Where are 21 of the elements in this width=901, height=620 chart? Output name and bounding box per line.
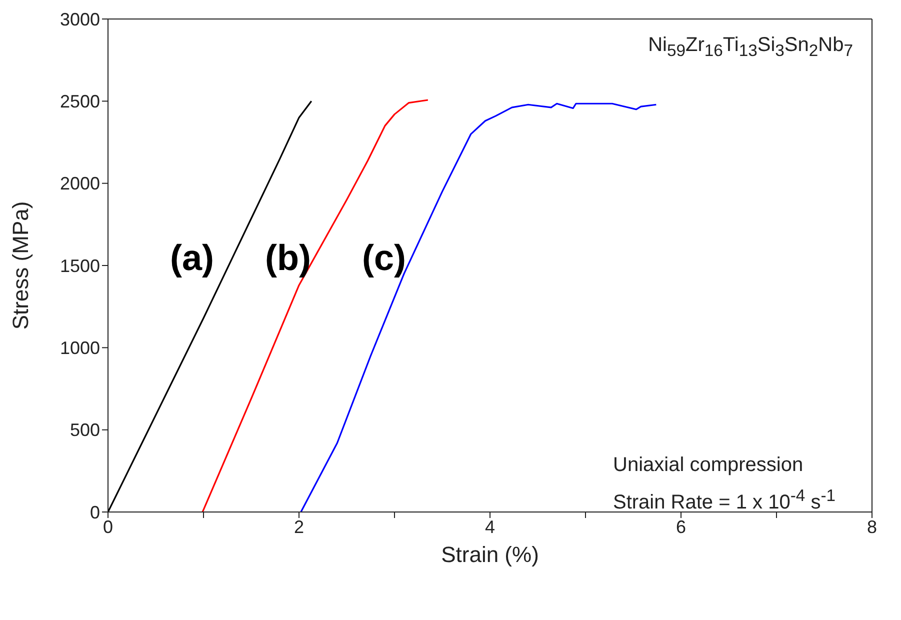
x-tick-label: 2: [294, 516, 304, 537]
x-tick-label: 8: [866, 516, 878, 537]
annotation: (c): [362, 237, 406, 279]
y-tick-label: 2500: [60, 92, 100, 112]
x-tick-label: 6: [676, 516, 686, 537]
annotation: Uniaxial compression: [613, 454, 804, 477]
y-tick-label: 2000: [60, 174, 100, 194]
y-tick-label: 500: [70, 420, 100, 440]
x-axis-title: Strain (%): [441, 542, 539, 567]
line-series: [108, 100, 312, 512]
x-tick-label: 4: [484, 516, 496, 537]
x-tick-label: 0: [102, 516, 114, 537]
y-tick-label: 3000: [60, 9, 100, 30]
y-tick-label: 1500: [60, 256, 100, 276]
annotation: (b): [265, 237, 311, 279]
y-axis-title: Stress (MPa): [8, 201, 33, 330]
annotation: Strain Rate = 1 x 10$^{-4}$ s$^{-1}$: [613, 486, 836, 515]
y-tick-label: 0: [90, 502, 100, 522]
annotation: (a): [170, 237, 214, 279]
text: Ni$_{59}$Zr$_{16}$Ti$_{13}$Si$_{3}$Sn$_{2}$Nb$_{7}$: [648, 34, 853, 60]
y-tick-label: 1000: [60, 338, 100, 358]
